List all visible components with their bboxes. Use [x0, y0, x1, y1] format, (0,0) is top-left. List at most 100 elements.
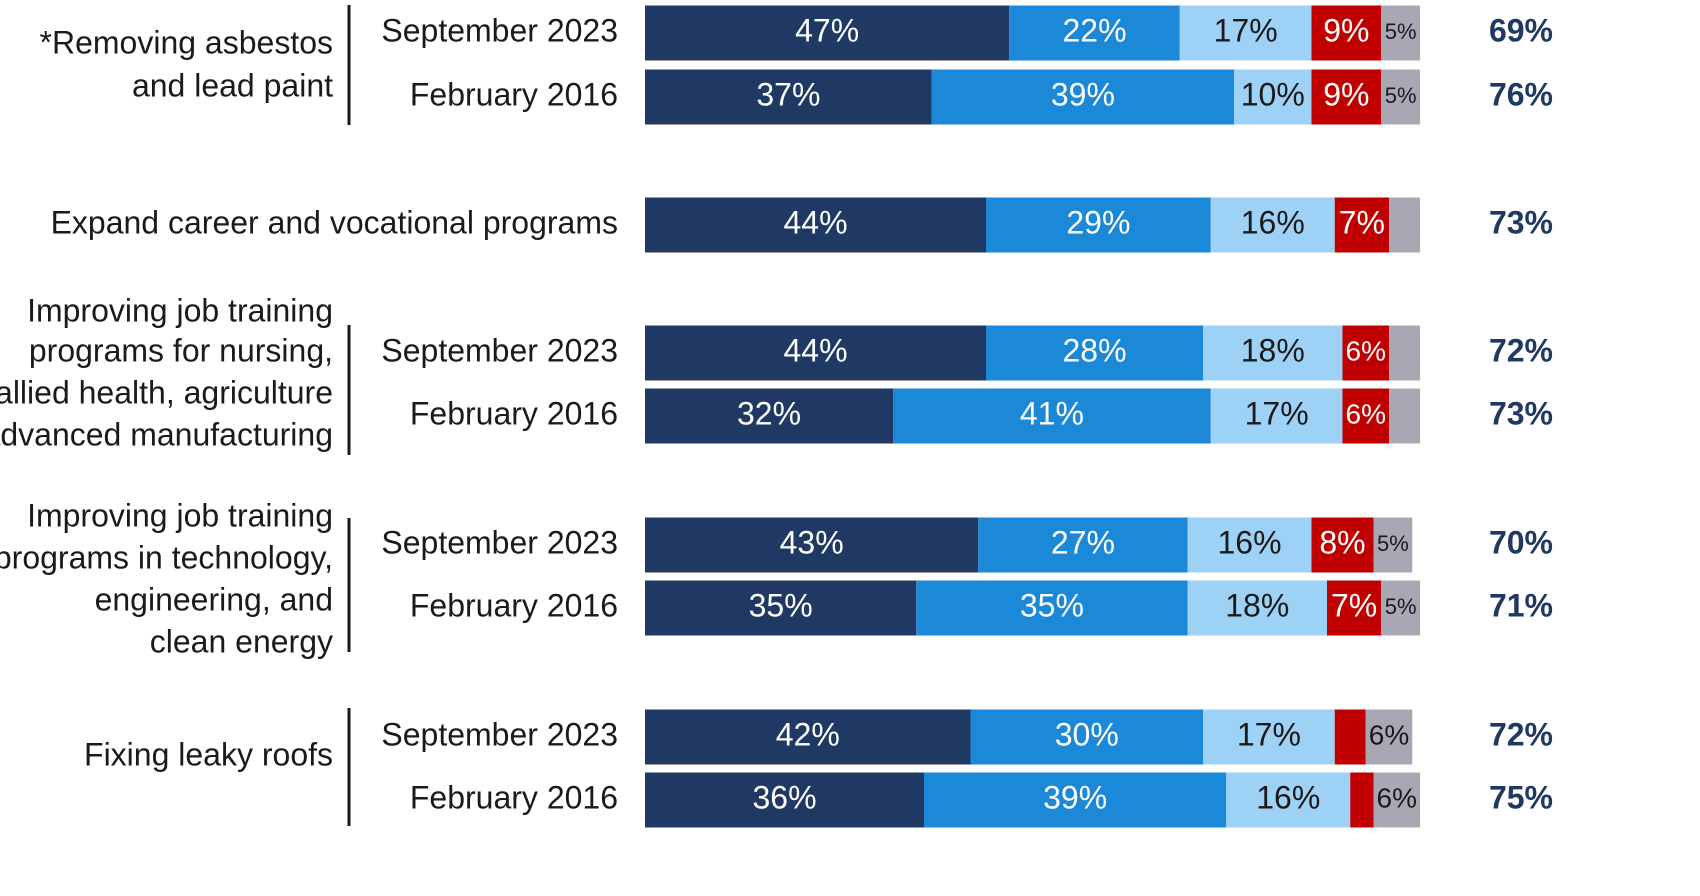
value-label: 9% — [1323, 76, 1369, 112]
value-label: 17% — [1245, 395, 1309, 431]
bar-segment — [986, 325, 1203, 381]
value-label: 43% — [780, 524, 844, 560]
group-label: Improving job training — [27, 292, 333, 328]
bar-segment — [1203, 325, 1343, 381]
total-label: 72% — [1489, 332, 1553, 368]
value-label: 29% — [1066, 204, 1130, 240]
bar-segment — [1187, 517, 1312, 573]
value-label: 16% — [1241, 204, 1305, 240]
group-label: Improving job training — [27, 497, 333, 533]
value-label: 39% — [1043, 779, 1107, 815]
value-label: 18% — [1225, 587, 1289, 623]
total-label: 73% — [1489, 204, 1553, 240]
value-label: 5% — [1385, 83, 1417, 108]
bar-segment — [931, 69, 1234, 125]
value-label: 18% — [1241, 332, 1305, 368]
bar-segment — [1389, 325, 1420, 381]
bar-segment — [916, 580, 1188, 636]
bar-segment — [645, 5, 1010, 61]
total-label: 70% — [1489, 524, 1553, 560]
bar-segment — [1381, 69, 1420, 125]
value-label: 6% — [1377, 782, 1417, 813]
bar-segment — [893, 388, 1211, 444]
value-label: 7% — [1339, 204, 1385, 240]
group-label: allied health, agriculture — [0, 374, 333, 410]
value-label: 6% — [1369, 719, 1409, 750]
value-label: 28% — [1062, 332, 1126, 368]
row-label: September 2023 — [381, 332, 618, 368]
bar-segment — [1342, 388, 1389, 444]
row-label: September 2023 — [381, 716, 618, 752]
total-label: 75% — [1489, 779, 1553, 815]
bar-segment — [1365, 709, 1413, 765]
value-label: 5% — [1377, 531, 1409, 556]
value-label: 16% — [1256, 779, 1320, 815]
bar-segment — [645, 772, 924, 828]
value-label: 37% — [756, 76, 820, 112]
bar-segment — [645, 517, 979, 573]
bar-segment — [1389, 197, 1420, 253]
value-label: 47% — [795, 12, 859, 48]
bar-segment — [645, 388, 893, 444]
bar-segment — [1311, 69, 1382, 125]
value-label: 44% — [783, 204, 847, 240]
row-label: September 2023 — [381, 524, 618, 560]
group-label: programs for nursing, — [29, 332, 333, 368]
bar-segment — [1203, 709, 1335, 765]
value-label: 17% — [1214, 12, 1278, 48]
group-label: Fixing leaky roofs — [84, 736, 333, 772]
bar-segment — [645, 709, 971, 765]
bar-segment — [1373, 772, 1420, 828]
value-label: 9% — [1323, 12, 1369, 48]
total-label: 73% — [1489, 395, 1553, 431]
bar-segment — [1311, 517, 1374, 573]
bar-segment — [970, 709, 1203, 765]
bar-segment — [1327, 580, 1382, 636]
bar-segment — [1373, 517, 1413, 573]
value-label: 6% — [1346, 398, 1386, 429]
bar-segment — [1350, 772, 1374, 828]
value-label: 32% — [737, 395, 801, 431]
row-label: February 2016 — [410, 395, 618, 431]
row-label: February 2016 — [410, 76, 618, 112]
total-label: 69% — [1489, 12, 1553, 48]
value-label: 39% — [1051, 76, 1115, 112]
bar-segment — [1311, 5, 1382, 61]
group-label: engineering, and — [95, 581, 333, 617]
bar-segment — [645, 197, 986, 253]
value-label: 27% — [1051, 524, 1115, 560]
group-label: programs in technology, — [0, 539, 333, 575]
total-label: 72% — [1489, 716, 1553, 752]
bar-segment — [645, 325, 986, 381]
bar-segment — [1381, 5, 1420, 61]
value-label: 35% — [1020, 587, 1084, 623]
bar-segment — [978, 517, 1188, 573]
group-label: *Removing asbestos — [40, 24, 333, 60]
row-label: February 2016 — [410, 587, 618, 623]
value-label: 5% — [1385, 594, 1417, 619]
value-label: 6% — [1346, 335, 1386, 366]
value-label: 10% — [1241, 76, 1305, 112]
value-label: 35% — [749, 587, 813, 623]
value-label: 17% — [1237, 716, 1301, 752]
row-label: February 2016 — [410, 779, 618, 815]
value-label: 5% — [1385, 19, 1417, 44]
bar-segment — [1210, 388, 1343, 444]
group-label: and advanced manufacturing — [0, 416, 333, 452]
bar-segment — [1210, 197, 1335, 253]
value-label: 8% — [1319, 524, 1365, 560]
value-label: 36% — [752, 779, 816, 815]
group-label: and lead paint — [132, 67, 333, 103]
row-label: September 2023 — [381, 12, 618, 48]
bar-segment — [645, 580, 917, 636]
bar-segment — [645, 69, 932, 125]
bar-segment — [1234, 69, 1312, 125]
bar-segment — [1187, 580, 1327, 636]
value-label: 22% — [1062, 12, 1126, 48]
bar-segment — [924, 772, 1227, 828]
bar-segment — [1342, 325, 1389, 381]
total-label: 71% — [1489, 587, 1553, 623]
total-label: 76% — [1489, 76, 1553, 112]
